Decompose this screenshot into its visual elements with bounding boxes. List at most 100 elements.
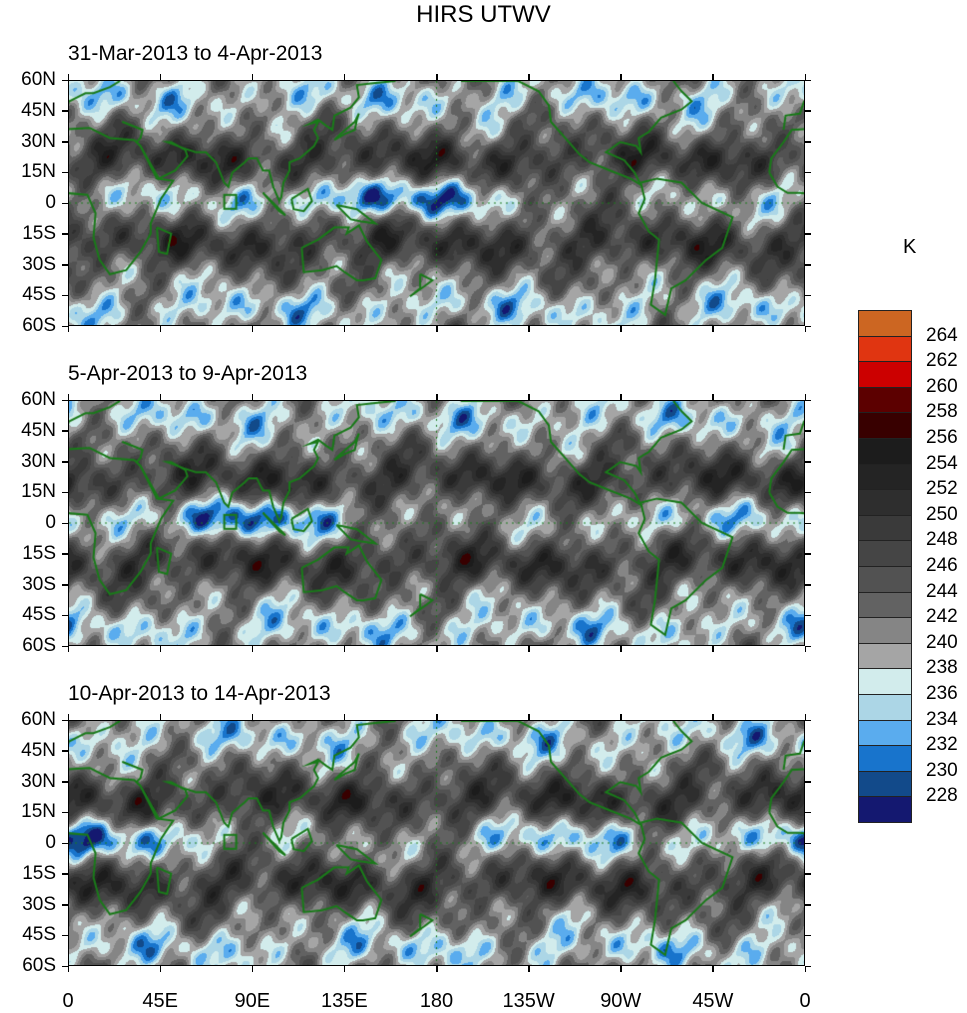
- colorbar-swatch: [858, 386, 912, 414]
- x-tick: [159, 646, 162, 652]
- heatmap-canvas-3: [69, 721, 804, 965]
- y-tick: [805, 873, 811, 875]
- y-tick-label: 45N: [21, 99, 56, 121]
- x-tick: [67, 394, 69, 400]
- y-tick: [62, 873, 68, 875]
- x-tick: [804, 966, 806, 972]
- panel-title-3: 10-Apr-2013 to 14-Apr-2013: [68, 682, 331, 705]
- colorbar-swatch: [858, 463, 912, 491]
- y-tick: [62, 430, 68, 432]
- x-tick: [159, 714, 162, 720]
- y-tick: [62, 461, 68, 463]
- colorbar-label: 250: [926, 503, 958, 525]
- y-tick-label: 60N: [21, 389, 56, 410]
- y-tick: [805, 781, 811, 783]
- y-tick-label: 60N: [21, 69, 56, 90]
- x-tick: [67, 966, 69, 972]
- y-tick-label: 60S: [22, 315, 56, 336]
- colorbar-swatch: [858, 540, 912, 567]
- x-tick: [712, 966, 714, 972]
- colorbar-swatch: [858, 438, 912, 465]
- x-tick: [804, 646, 806, 652]
- y-tick-label: 30N: [21, 130, 56, 152]
- y-tick: [805, 934, 811, 937]
- y-tick-label: 45S: [22, 284, 56, 306]
- y-tick: [805, 79, 811, 81]
- x-tick-label: 90E: [234, 990, 271, 1012]
- x-tick: [528, 394, 530, 400]
- colorbar-label: 264: [926, 324, 958, 346]
- map-panel-3: [68, 720, 805, 966]
- y-tick: [62, 719, 68, 721]
- colorbar-swatch: [858, 489, 912, 516]
- y-tick: [805, 553, 811, 555]
- x-tick: [712, 714, 714, 720]
- y-tick: [62, 171, 68, 174]
- x-tick: [436, 966, 438, 972]
- x-tick: [159, 326, 162, 332]
- y-tick: [805, 614, 811, 617]
- y-tick: [805, 719, 811, 721]
- x-tick: [251, 326, 254, 332]
- x-tick: [528, 966, 530, 972]
- y-tick-label: 60S: [22, 955, 56, 976]
- y-tick-label: 30S: [22, 253, 56, 275]
- panel-title-2: 5-Apr-2013 to 9-Apr-2013: [68, 362, 308, 385]
- x-tick: [804, 714, 806, 720]
- y-tick-label: 30N: [21, 770, 56, 792]
- map-panel-2: [68, 400, 805, 646]
- figure-title: HIRS UTWV: [416, 1, 551, 28]
- y-tick: [62, 781, 68, 783]
- y-tick: [805, 842, 811, 844]
- y-tick-label: 15N: [21, 801, 56, 823]
- panel-title-1: 31-Mar-2013 to 4-Apr-2013: [68, 42, 323, 65]
- x-tick: [712, 326, 714, 332]
- x-tick: [436, 74, 438, 80]
- y-tick: [805, 202, 811, 204]
- y-tick-label: 60N: [21, 709, 56, 730]
- y-tick: [62, 399, 68, 401]
- y-tick-label: 45N: [21, 739, 56, 761]
- x-tick: [251, 714, 254, 720]
- y-tick: [62, 110, 68, 112]
- y-tick: [62, 264, 68, 266]
- x-tick: [620, 966, 622, 972]
- x-tick-label: 135W: [502, 990, 555, 1012]
- x-tick: [528, 714, 530, 720]
- y-tick: [62, 141, 68, 143]
- colorbar-label: 232: [926, 734, 958, 756]
- x-tick: [436, 646, 438, 652]
- x-tick: [343, 966, 346, 972]
- x-tick: [67, 74, 69, 80]
- x-tick: [620, 714, 622, 720]
- colorbar-label: 234: [926, 708, 958, 730]
- y-tick-label: 15S: [22, 222, 56, 244]
- y-tick: [62, 584, 68, 586]
- x-tick: [620, 74, 622, 80]
- x-tick: [712, 394, 714, 400]
- x-tick: [343, 646, 346, 652]
- colorbar-swatch: [858, 361, 912, 388]
- y-tick-label: 60S: [22, 635, 56, 656]
- y-tick-label: 15N: [21, 481, 56, 503]
- y-tick-label: 30S: [22, 893, 56, 915]
- y-tick: [62, 645, 68, 647]
- colorbar-swatch: [858, 335, 912, 363]
- x-tick: [804, 74, 806, 80]
- y-tick: [805, 325, 811, 327]
- colorbar-label: 236: [926, 683, 958, 704]
- colorbar-swatch: [858, 668, 912, 695]
- x-tick: [251, 394, 254, 400]
- colorbar-label: 260: [926, 375, 958, 397]
- y-tick: [62, 934, 68, 937]
- y-tick-label: 30S: [22, 573, 56, 595]
- x-tick: [343, 74, 346, 80]
- colorbar-swatch: [858, 591, 912, 619]
- heatmap-canvas-1: [69, 81, 804, 325]
- x-tick: [159, 966, 162, 972]
- colorbar-swatch: [858, 719, 912, 747]
- y-tick-label: 15N: [21, 161, 56, 183]
- y-tick: [62, 202, 68, 204]
- y-tick: [62, 79, 68, 81]
- x-tick: [159, 394, 162, 400]
